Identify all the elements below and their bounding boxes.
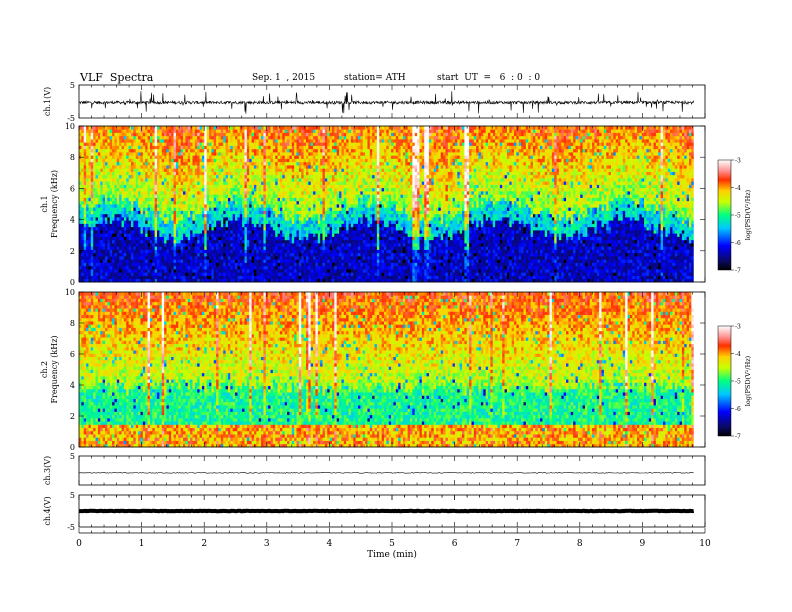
line-panel-frame xyxy=(78,84,706,119)
line-panel-frame xyxy=(78,455,706,486)
colorbar xyxy=(717,159,732,271)
y-tick-label: 10 xyxy=(65,122,75,131)
colorbar xyxy=(717,325,732,437)
y-axis-label: ch.4(V) xyxy=(43,496,52,525)
y-tick-label: 4 xyxy=(70,381,75,390)
heatmap-panel-frame xyxy=(78,125,706,283)
y-axis-label: ch.1(V) xyxy=(43,87,52,116)
colorbar-label: log(PSD(V²/Hz) xyxy=(744,189,752,240)
heatmap-panel-frame xyxy=(78,291,706,448)
y-tick-label: -5 xyxy=(67,523,75,532)
channel-label: ch.1 xyxy=(40,195,49,212)
x-tick-label: 5 xyxy=(389,539,395,549)
y-tick-label: -5 xyxy=(67,114,75,123)
colorbar-tick-label: -7 xyxy=(735,434,741,441)
colorbar-tick-label: -4 xyxy=(735,351,741,358)
y-tick-label: 8 xyxy=(70,319,75,328)
x-tick-label: 1 xyxy=(139,539,145,549)
y-axis-label: Frequency (kHz) xyxy=(50,170,59,238)
y-tick-label: 5 xyxy=(70,81,75,90)
date-label: Sep. 1 , 2015 xyxy=(252,73,315,83)
x-tick-label: 10 xyxy=(699,539,711,549)
signal-line xyxy=(78,91,694,114)
colorbar-tick-label: -7 xyxy=(735,268,741,275)
y-tick-label: 0 xyxy=(70,278,75,287)
y-tick-label: 0 xyxy=(70,443,75,452)
colorbar-tick-label: -5 xyxy=(735,379,741,386)
y-tick-label: 4 xyxy=(70,216,75,225)
x-tick-label: 9 xyxy=(640,539,646,549)
signal-line xyxy=(78,472,694,474)
y-axis-label: Frequency (kHz) xyxy=(50,335,59,403)
y-tick-label: 10 xyxy=(65,288,75,297)
channel-label: ch.2 xyxy=(40,361,49,378)
spectrogram xyxy=(79,292,695,448)
y-tick-label: 8 xyxy=(70,153,75,162)
x-axis-label: Time (min) xyxy=(367,549,417,560)
colorbar-tick-label: -5 xyxy=(735,213,741,220)
x-tick-label: 7 xyxy=(514,539,520,549)
y-tick-label: 2 xyxy=(70,247,75,256)
x-tick-label: 0 xyxy=(76,539,82,549)
y-tick-label: 6 xyxy=(70,350,75,359)
colorbar-tick-label: -4 xyxy=(735,185,741,192)
colorbar-tick-label: -6 xyxy=(735,240,741,247)
colorbar-tick-label: -6 xyxy=(735,406,741,413)
no-data-area xyxy=(693,292,705,447)
no-data-area xyxy=(693,126,705,282)
start-time-label: start UT = 6 : 0 : 0 xyxy=(437,73,540,83)
spectrogram xyxy=(79,126,695,283)
x-tick-label: 6 xyxy=(452,539,458,549)
colorbar-tick-label: -3 xyxy=(735,158,741,165)
x-tick-label: 4 xyxy=(327,539,333,549)
y-axis-label: ch.3(V) xyxy=(43,456,52,485)
station-label: station= ATH xyxy=(344,73,406,83)
colorbar-label: log(PSD(V²/Hz) xyxy=(744,355,752,406)
x-tick-label: 8 xyxy=(577,539,583,549)
y-tick-label: 6 xyxy=(70,184,75,193)
y-tick-label: 2 xyxy=(70,412,75,421)
y-tick-label: 5 xyxy=(70,491,75,500)
figure-title: VLF Spectra xyxy=(80,71,153,84)
colorbar-tick-label: -3 xyxy=(735,324,741,331)
y-tick-label: 5 xyxy=(70,452,75,461)
x-tick-label: 2 xyxy=(201,539,207,549)
x-tick-label: 3 xyxy=(264,539,270,549)
